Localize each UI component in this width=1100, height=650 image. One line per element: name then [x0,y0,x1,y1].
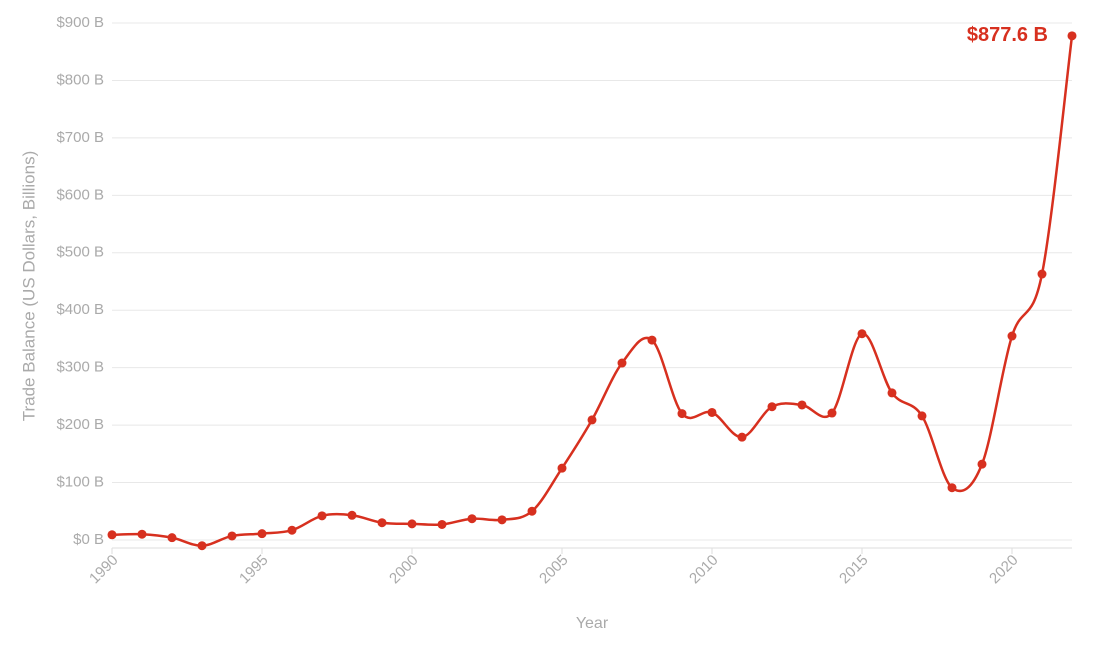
x-tick-label: 1995 [236,552,272,588]
point [617,358,627,368]
point [827,408,837,418]
point [707,407,717,417]
point [1067,31,1077,41]
point [137,529,147,539]
y-tick-label: $700 B [56,129,104,146]
point [317,511,327,521]
x-tick-label: 1990 [86,552,122,588]
y-tick-label: $0 B [73,531,104,548]
y-tick-label: $500 B [56,244,104,261]
x-tick-label: 2005 [536,552,572,588]
point [407,519,417,529]
point [527,506,537,516]
x-axis-title: Year [576,615,609,632]
y-tick-label: $900 B [56,14,104,31]
y-tick-label: $100 B [56,473,104,490]
point [347,510,357,520]
point [287,525,297,535]
point [767,402,777,412]
point [227,531,237,541]
point [257,529,267,539]
point [587,415,597,425]
point [887,388,897,398]
point [197,541,207,551]
point [737,432,747,442]
y-tick-label: $300 B [56,359,104,376]
point [797,400,807,410]
point [437,519,447,529]
y-axis-title: Trade Balance (US Dollars, Billions) [19,151,38,422]
line [111,35,1074,547]
point [647,335,657,345]
point [1037,269,1047,279]
point [377,518,387,528]
y-tick-label: $400 B [56,301,104,318]
point [467,514,477,524]
y-tick-label: $200 B [56,416,104,433]
point [107,530,117,540]
x-tick-label: 2010 [686,552,722,588]
x-tick-label: 2020 [986,552,1022,588]
point [677,409,687,419]
point [947,483,957,493]
point [1007,331,1017,341]
point [857,329,867,339]
point [167,533,177,543]
point [977,459,987,469]
point [497,515,507,525]
x-tick-label: 2000 [386,552,422,588]
x-tick-label: 2015 [836,552,872,588]
value-label: $877.6 B [967,24,1048,46]
point [917,411,927,421]
y-tick-label: $600 B [56,186,104,203]
y-tick-label: $800 B [56,71,104,88]
point [557,463,567,473]
